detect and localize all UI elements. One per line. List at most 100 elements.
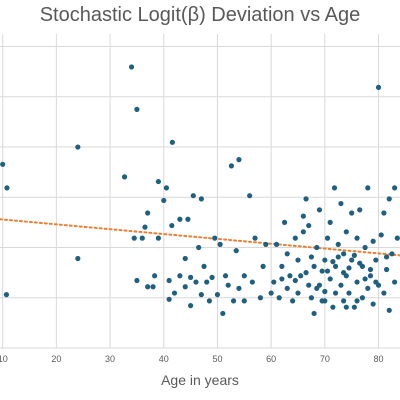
data-point bbox=[357, 207, 363, 213]
data-point bbox=[370, 238, 376, 244]
data-point bbox=[324, 235, 331, 241]
data-point bbox=[182, 255, 188, 262]
data-point bbox=[198, 196, 204, 202]
data-point bbox=[284, 251, 290, 257]
data-point bbox=[169, 139, 175, 145]
data-point bbox=[0, 161, 6, 167]
data-point bbox=[260, 263, 266, 269]
data-point bbox=[303, 196, 309, 202]
data-point bbox=[201, 263, 207, 269]
data-point bbox=[131, 235, 137, 241]
data-point bbox=[263, 241, 269, 247]
data-point bbox=[381, 210, 387, 216]
data-point bbox=[303, 270, 309, 276]
data-point bbox=[228, 163, 235, 169]
data-point bbox=[284, 285, 290, 291]
data-point bbox=[75, 255, 81, 262]
data-point bbox=[152, 273, 158, 279]
data-point bbox=[134, 106, 140, 112]
data-point bbox=[198, 292, 204, 298]
x-tick-label: 70 bbox=[320, 354, 330, 364]
data-point bbox=[279, 263, 285, 269]
data-point bbox=[220, 310, 226, 317]
x-tick-label: 50 bbox=[212, 354, 222, 364]
data-point bbox=[295, 290, 301, 296]
data-point bbox=[316, 207, 323, 213]
x-tick-labels: 10 20 30 40 50 60 70 80 bbox=[0, 354, 384, 364]
data-point bbox=[306, 282, 312, 288]
data-point bbox=[206, 298, 212, 304]
data-point bbox=[145, 284, 151, 290]
data-point bbox=[389, 251, 395, 257]
data-point bbox=[365, 285, 371, 291]
data-point bbox=[204, 279, 210, 285]
data-point bbox=[300, 229, 306, 235]
data-point bbox=[373, 279, 379, 285]
data-point bbox=[327, 276, 333, 282]
data-point bbox=[392, 185, 398, 191]
data-point bbox=[182, 284, 188, 290]
data-point bbox=[190, 193, 196, 199]
data-point bbox=[209, 274, 215, 280]
data-point bbox=[145, 210, 151, 216]
data-point bbox=[4, 185, 10, 191]
data-point bbox=[292, 277, 298, 284]
x-tick-label: 60 bbox=[266, 354, 276, 364]
data-point bbox=[335, 241, 341, 247]
data-point bbox=[217, 241, 223, 247]
data-point bbox=[3, 292, 10, 298]
data-point bbox=[383, 266, 390, 273]
data-point bbox=[128, 64, 135, 70]
data-point bbox=[271, 279, 277, 285]
data-point bbox=[330, 304, 336, 310]
data-point bbox=[166, 277, 172, 284]
data-point bbox=[327, 219, 333, 225]
data-point bbox=[324, 268, 331, 274]
data-point bbox=[319, 268, 325, 274]
data-point bbox=[332, 290, 339, 296]
data-point bbox=[281, 219, 288, 225]
data-point bbox=[306, 222, 312, 229]
data-point bbox=[346, 290, 352, 296]
data-point bbox=[346, 265, 352, 271]
data-point bbox=[311, 263, 317, 269]
data-point bbox=[370, 301, 376, 307]
data-point bbox=[308, 295, 315, 301]
data-point bbox=[330, 259, 336, 265]
data-point bbox=[300, 213, 306, 219]
data-point bbox=[357, 260, 363, 266]
data-point bbox=[230, 298, 237, 304]
data-point bbox=[314, 244, 320, 251]
x-tick-label: 40 bbox=[159, 354, 169, 364]
data-point bbox=[308, 254, 315, 260]
data-point bbox=[212, 235, 218, 241]
data-point bbox=[351, 252, 357, 258]
trendline-group bbox=[0, 218, 400, 257]
x-tick-label: 30 bbox=[105, 354, 115, 364]
x-axis-label: Age in years bbox=[161, 372, 239, 388]
chart-title: Stochastic Logit(β) Deviation vs Age bbox=[39, 4, 361, 26]
data-point bbox=[378, 232, 384, 238]
data-point bbox=[343, 304, 349, 310]
data-point bbox=[268, 290, 274, 296]
data-point bbox=[166, 296, 172, 302]
trendline bbox=[0, 218, 400, 257]
data-point bbox=[331, 185, 338, 191]
data-point bbox=[188, 303, 194, 309]
x-tick-label: 80 bbox=[374, 354, 384, 364]
data-point bbox=[386, 307, 392, 313]
data-point bbox=[332, 263, 339, 269]
data-point bbox=[163, 185, 170, 191]
data-point bbox=[241, 298, 247, 304]
data-point bbox=[236, 157, 242, 163]
data-point bbox=[354, 279, 360, 285]
data-point bbox=[338, 282, 344, 288]
data-point bbox=[354, 235, 360, 241]
data-point bbox=[292, 235, 298, 241]
data-point bbox=[276, 295, 282, 301]
data-point bbox=[193, 279, 199, 285]
data-point bbox=[177, 216, 183, 222]
data-point bbox=[171, 290, 178, 296]
data-point bbox=[252, 235, 258, 241]
data-point bbox=[322, 288, 328, 295]
